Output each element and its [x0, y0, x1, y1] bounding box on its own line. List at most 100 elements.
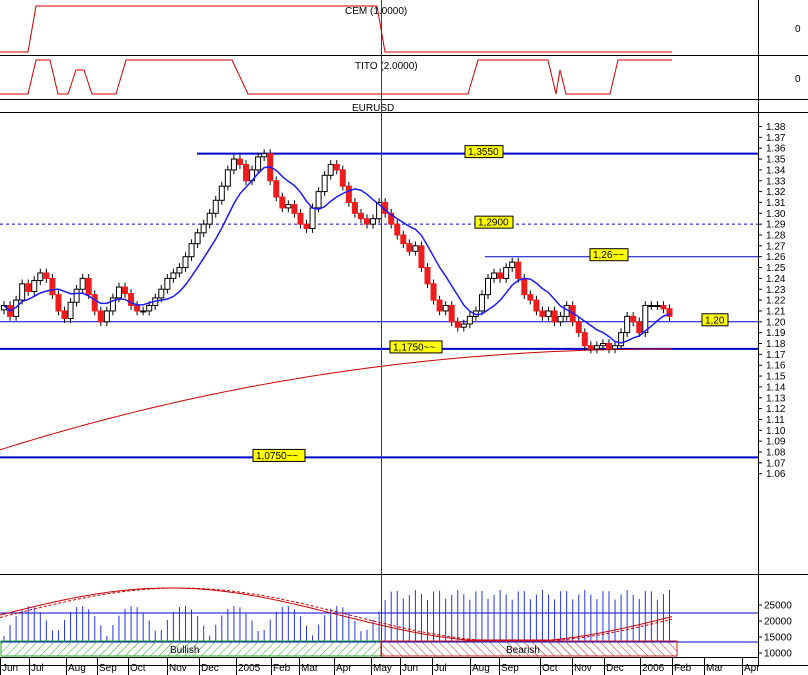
price-tick-label: 1.32	[766, 187, 786, 198]
candle-down	[660, 305, 667, 310]
candle-down	[551, 310, 558, 323]
price-tick-label: 1.24	[766, 274, 786, 285]
oscillator-line	[0, 587, 673, 641]
candle-up	[79, 277, 86, 290]
candle-up	[442, 305, 449, 312]
price-tick-label: 1.14	[766, 382, 786, 393]
candle-down	[279, 196, 286, 209]
candle-down	[587, 345, 594, 350]
candle-up	[230, 158, 237, 171]
candle-up	[176, 267, 183, 274]
price-axis: 1.381.371.361.351.341.331.321.311.301.29…	[758, 122, 786, 480]
candle-down	[61, 310, 68, 320]
x-tick-label: Aug	[472, 663, 490, 674]
cem-line	[0, 5, 672, 53]
candle-down	[527, 294, 534, 301]
volume-axis: 25000 20000 15000 10000	[758, 601, 792, 660]
x-tick-label: Jun	[2, 663, 18, 674]
candle-up	[642, 305, 649, 334]
price-tick-label: 1.12	[766, 404, 786, 415]
candle-up	[182, 256, 189, 269]
volume-tick-label: 15000	[764, 633, 792, 644]
price-tick-label: 1.15	[766, 372, 786, 383]
candle-up	[37, 272, 44, 282]
zone-bullish-label: Bullish	[170, 645, 199, 656]
candle-up	[327, 163, 334, 176]
x-tick-label: May	[373, 663, 392, 674]
candle-down	[333, 163, 340, 171]
zone-bearish-label: Bearish	[506, 645, 540, 656]
candle-down	[49, 277, 56, 296]
volume-panel	[0, 587, 758, 643]
price-tick-label: 1.06	[766, 469, 786, 480]
candle-up	[224, 169, 231, 187]
level-label-box	[464, 145, 504, 159]
x-tick-label: Apr	[336, 663, 352, 674]
x-tick-label: Aug	[68, 663, 86, 674]
candle-up	[109, 297, 116, 312]
candle-up	[19, 283, 26, 301]
volume-tick-label: 20000	[764, 617, 792, 628]
tito-title: TITO (2.0000)	[355, 61, 418, 72]
candle-down	[606, 343, 612, 350]
level-label-text: 1,26~~	[593, 250, 624, 261]
cem-title: CEM (1.0000)	[345, 6, 407, 17]
candle-up	[285, 204, 292, 209]
x-tick-label: Nov	[169, 663, 187, 674]
candle-down	[424, 267, 431, 285]
candle-down	[406, 243, 413, 252]
candle-up	[321, 174, 328, 193]
x-tick-label: Oct	[130, 663, 146, 674]
candle-up	[73, 288, 80, 303]
x-tick-label: Sep	[501, 663, 519, 674]
candle-up	[460, 323, 467, 328]
candle-down	[122, 286, 128, 295]
x-tick-label: Dec	[201, 663, 219, 674]
candle-up	[478, 294, 485, 312]
candle-up	[466, 315, 473, 325]
candle-up	[164, 277, 171, 290]
candle-down	[388, 212, 395, 225]
x-tick-label: Apr	[744, 663, 760, 674]
x-tick-label: Mar	[301, 663, 319, 674]
candle-up	[255, 156, 262, 171]
price-tick-label: 1.23	[766, 285, 786, 296]
price-tick-label: 1.22	[766, 296, 786, 307]
candle-down	[418, 245, 425, 269]
zone-bearish: Bearish	[380, 640, 678, 657]
x-axis: Jun Jul Aug Sep Oct Nov Dec 2005 Feb Mar Apr May Jun…	[0, 657, 760, 675]
x-tick-label: Feb	[674, 663, 692, 674]
candle-up	[315, 191, 322, 209]
level-label-text: 1,20	[705, 315, 725, 326]
candle-up	[485, 277, 491, 296]
x-tick-label: Jul	[31, 663, 44, 674]
candle-down	[55, 294, 62, 312]
candle-down	[448, 305, 455, 323]
x-tick-label: Sep	[99, 663, 117, 674]
candle-up	[412, 245, 419, 252]
level-label-box	[389, 340, 443, 354]
candle-down	[134, 305, 141, 312]
price-tick-label: 1.37	[766, 133, 786, 144]
level-labels: 1,3550 1,2900 1,26~~ 1,20 1,1750~~ 1,0750~~	[252, 145, 729, 462]
ma-short-line	[3, 166, 670, 344]
candle-down	[636, 321, 643, 334]
level-label-text: 1,1750~~	[393, 342, 435, 353]
price-tick-label: 1.30	[766, 209, 786, 220]
candle-up	[67, 301, 74, 320]
price-tick-label: 1.26	[766, 252, 786, 263]
candle-up	[103, 310, 110, 323]
price-tick-label: 1.35	[766, 155, 786, 166]
tito-line	[0, 59, 672, 95]
candle-down	[515, 261, 522, 279]
candle-down	[539, 310, 546, 317]
price-tick-label: 1.20	[766, 317, 786, 328]
candle-up	[188, 243, 195, 258]
price-tick-label: 1.38	[766, 122, 786, 133]
volume-tick-label: 10000	[764, 649, 792, 660]
price-tick-label: 1.31	[766, 198, 786, 209]
ma-long-line	[0, 348, 673, 451]
candle-up	[612, 345, 619, 350]
